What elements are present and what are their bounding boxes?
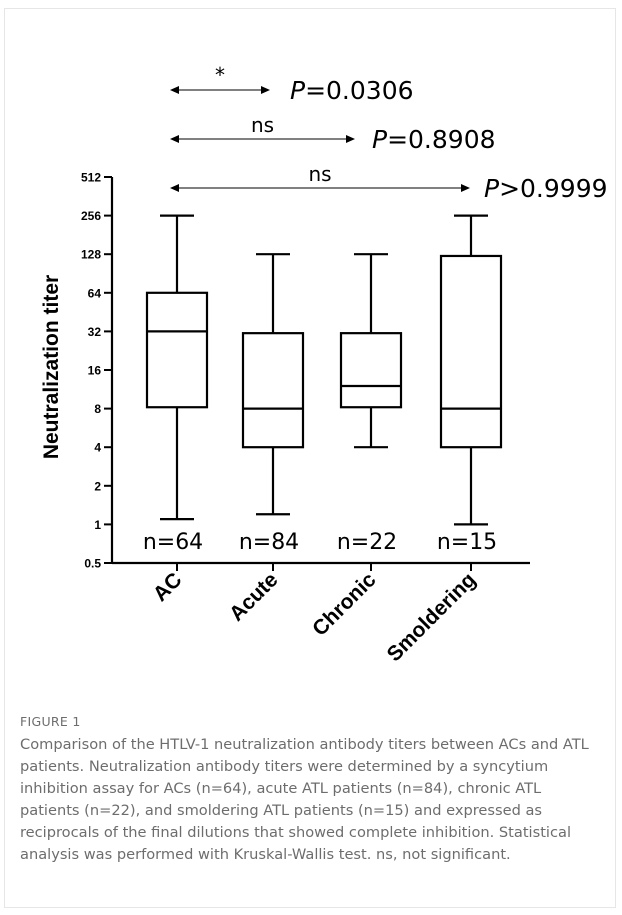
y-tick-label: 128 [81, 248, 101, 262]
significance-label: ns [308, 162, 331, 186]
y-axis-label: Neutralization titer [40, 275, 63, 459]
x-category-label: Acute [225, 568, 283, 626]
box-group-smoldering: n=15 [437, 214, 503, 555]
arrowhead-left [170, 86, 179, 94]
x-category-label: Chronic [308, 568, 381, 641]
sample-size-label: n=15 [437, 530, 497, 555]
box-iqr [439, 254, 503, 449]
sample-size-label: n=84 [239, 530, 299, 555]
sample-size-label: n=64 [143, 530, 203, 555]
p-symbol: P [372, 125, 388, 154]
box-group-acute: n=84 [239, 253, 305, 555]
y-tick-label: 64 [88, 286, 102, 300]
y-tick-label: 32 [88, 325, 102, 339]
arrowhead-right [346, 135, 355, 143]
figure-label: FIGURE 1 [20, 714, 81, 729]
p-value-label: P>0.9999 [484, 174, 608, 203]
p-value: >0.9999 [499, 174, 607, 203]
comparison-2: ns P=0.8908 [170, 113, 496, 154]
figure-frame [4, 8, 616, 908]
figure-caption: Comparison of the HTLV-1 neutralization … [20, 736, 589, 863]
box-iqr [339, 332, 403, 409]
p-value-label: P=0.8908 [372, 125, 496, 154]
box-iqr [241, 332, 305, 449]
arrowhead-left [170, 135, 179, 143]
box-iqr [145, 291, 209, 409]
comparison-3: ns P>0.9999 [170, 162, 608, 203]
y-tick-label: 0.5 [84, 557, 101, 571]
arrowhead-right [261, 86, 270, 94]
box-group-ac: n=64 [143, 214, 209, 555]
p-value: =0.8908 [387, 125, 495, 154]
y-tick-label: 4 [94, 441, 101, 455]
x-category-label: Smoldering [383, 568, 481, 666]
significance-label: ns [251, 113, 274, 137]
p-symbol: P [290, 76, 306, 105]
sample-size-label: n=22 [337, 530, 397, 555]
y-tick-label: 16 [88, 364, 102, 378]
y-tick-label: 8 [94, 402, 101, 416]
y-tick-label: 2 [94, 479, 101, 493]
p-value-label: P=0.0306 [290, 76, 414, 105]
box-plot-chart: 0.5 1 2 4 8 16 32 64 128 256 512 AC Acute Chronic Smol… [40, 63, 608, 666]
p-value: =0.0306 [305, 76, 413, 105]
y-tick-label: 512 [81, 171, 101, 185]
arrowhead-right [461, 184, 470, 192]
p-symbol: P [484, 174, 500, 203]
significance-label: * [215, 63, 225, 87]
box-group-chronic: n=22 [337, 253, 403, 555]
x-category-label: AC [149, 568, 187, 606]
y-tick-label: 256 [81, 209, 101, 223]
comparison-1: * P=0.0306 [170, 63, 414, 105]
y-tick-label: 1 [94, 518, 101, 532]
arrowhead-left [170, 184, 179, 192]
box-layer: n=64 n=84 n=22 n=15 [143, 214, 503, 555]
